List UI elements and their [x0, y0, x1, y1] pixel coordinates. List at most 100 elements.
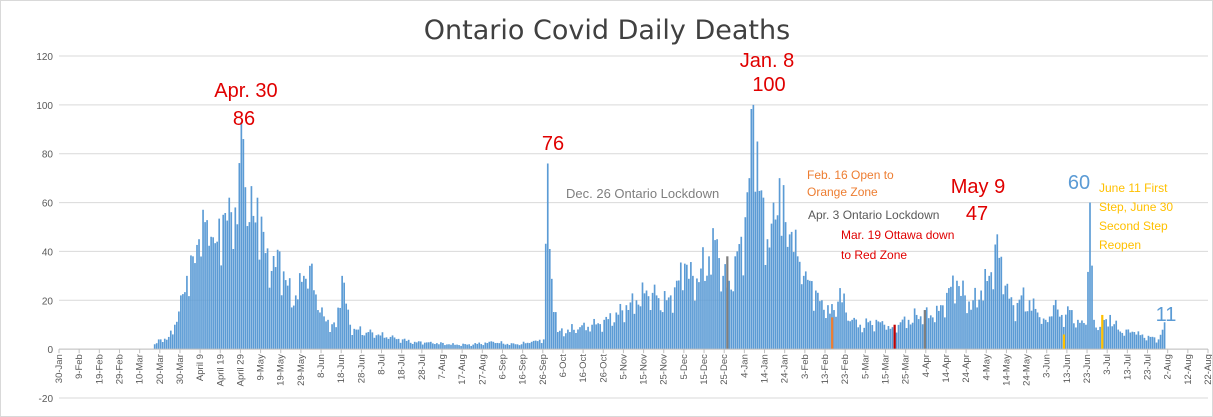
bar	[883, 324, 886, 350]
bar	[242, 139, 245, 350]
bar	[857, 327, 860, 350]
bar	[286, 285, 289, 350]
bar	[927, 318, 930, 350]
bar	[440, 342, 442, 350]
bar	[341, 275, 343, 350]
bar	[363, 335, 366, 350]
bar	[1018, 299, 1021, 350]
bar	[214, 243, 216, 350]
bar	[1052, 305, 1055, 350]
bar	[557, 332, 559, 350]
annotation-label: to Red Zone	[841, 248, 907, 262]
bar	[611, 325, 614, 350]
bar	[347, 309, 350, 350]
bar	[675, 280, 678, 350]
bar	[823, 309, 825, 350]
bar	[1131, 331, 1134, 350]
bar	[1085, 324, 1087, 350]
bar	[712, 228, 714, 350]
bar	[742, 275, 745, 350]
event-marker-bar	[923, 310, 926, 350]
bar	[427, 342, 430, 350]
bar	[738, 244, 741, 350]
bar	[540, 343, 543, 350]
bar	[506, 343, 509, 350]
bar	[956, 280, 958, 350]
bar	[976, 307, 978, 350]
bar	[1056, 309, 1059, 350]
bar	[256, 197, 259, 350]
bar	[829, 313, 831, 350]
x-tick-label: 10-Mar	[135, 354, 146, 384]
bar	[1157, 339, 1160, 350]
bar	[1014, 321, 1017, 350]
bar	[994, 244, 997, 350]
bar	[718, 258, 720, 350]
bar	[180, 295, 182, 350]
bar	[1161, 329, 1164, 350]
bar	[583, 322, 585, 350]
bar	[772, 202, 775, 350]
bar	[766, 239, 769, 350]
bar	[782, 185, 785, 350]
bar	[329, 331, 331, 350]
bar	[810, 281, 813, 350]
bar	[524, 343, 527, 350]
bar	[631, 293, 634, 350]
bar	[409, 342, 412, 350]
x-tick-label: 18-Jun	[336, 354, 347, 383]
bar	[1083, 323, 1085, 350]
bar	[419, 341, 422, 350]
bar	[317, 310, 319, 350]
bar	[875, 319, 878, 350]
bar	[863, 327, 866, 350]
bar	[204, 222, 206, 350]
bar	[264, 253, 267, 350]
bar	[962, 280, 964, 350]
bar	[421, 344, 424, 350]
bar	[978, 299, 980, 350]
bar	[593, 318, 595, 350]
bar	[845, 312, 847, 350]
bar	[462, 343, 464, 350]
bar	[740, 236, 743, 350]
bar	[794, 229, 797, 350]
x-tick-label: 15-Nov	[639, 354, 650, 385]
x-tick-label: 29-May	[296, 354, 307, 386]
bar	[333, 322, 335, 350]
bar	[937, 310, 940, 350]
bar	[542, 339, 545, 350]
bar	[514, 344, 517, 350]
bar	[554, 312, 557, 350]
bar	[891, 327, 894, 350]
bar	[641, 282, 644, 350]
bar	[589, 331, 591, 350]
bar	[218, 218, 221, 350]
bar	[510, 343, 513, 350]
x-tick-label: 24-Apr	[961, 354, 972, 383]
bar	[1002, 294, 1005, 350]
x-tick-label: 26-Oct	[598, 354, 609, 383]
x-tick-label: 30-Mar	[175, 354, 186, 384]
bar	[913, 308, 916, 350]
x-tick-label: 3-Jul	[1102, 354, 1113, 375]
bar	[526, 342, 529, 350]
bar	[448, 344, 450, 350]
bar	[343, 282, 345, 350]
y-tick-label: 40	[42, 247, 54, 258]
bar	[1163, 322, 1166, 350]
bar	[1050, 316, 1053, 350]
bar	[371, 332, 374, 350]
bar	[730, 289, 733, 350]
bar	[746, 192, 749, 350]
bar	[476, 343, 479, 350]
bar	[391, 335, 394, 350]
bar	[163, 338, 166, 350]
x-tick-label: 14-Jan	[760, 354, 771, 383]
bar	[210, 236, 212, 350]
bar	[292, 305, 295, 350]
bar	[657, 298, 660, 350]
